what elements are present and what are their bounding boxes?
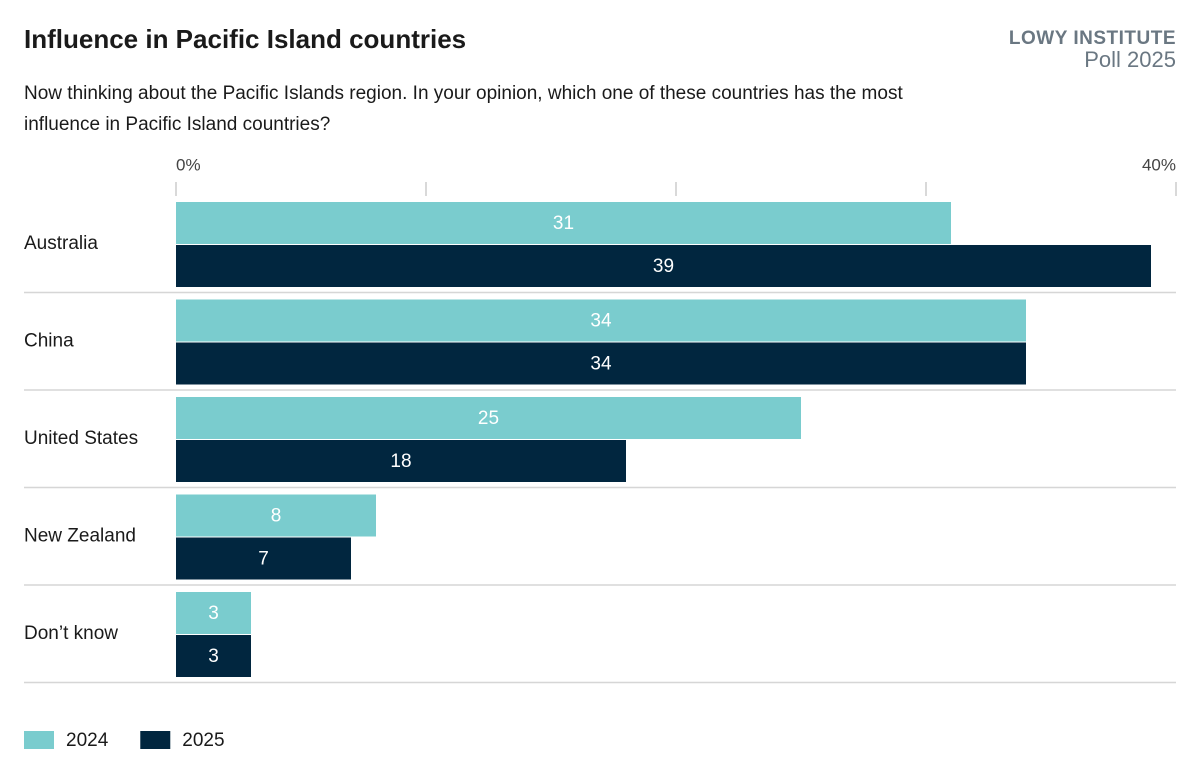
x-tick-label: 40% [1142,155,1176,174]
value-label: 34 [590,354,612,375]
value-label: 31 [553,213,574,234]
legend-label: 2025 [182,730,224,751]
value-label: 7 [258,549,269,570]
brand-edition: Poll 2025 [1084,47,1176,72]
value-label: 3 [208,646,219,667]
legend-swatch [24,731,54,749]
bar [176,592,251,634]
value-label: 34 [590,311,612,332]
value-label: 8 [271,506,282,527]
bar [176,245,1151,287]
bar [176,537,351,580]
legend-swatch [140,731,171,749]
category-label: New Zealand [24,526,136,547]
brand-name: LOWY INSTITUTE [1008,28,1176,49]
bar [176,202,951,244]
bar [176,342,1026,385]
value-label: 39 [653,256,674,277]
legend-label: 2024 [66,730,109,751]
bar [176,440,626,482]
category-label: Don’t know [24,623,118,644]
value-label: 18 [390,451,411,472]
value-label: 3 [208,603,219,624]
chart-subtitle: Now thinking about the Pacific Islands r… [24,83,903,135]
value-label: 25 [478,408,499,429]
bar [176,635,251,677]
bar [176,494,376,537]
category-label: China [24,331,74,352]
bar [176,397,801,439]
bar [176,299,1026,342]
category-label: Australia [24,233,98,254]
chart-title: Influence in Pacific Island countries [24,24,467,54]
x-tick-label: 0% [176,155,201,174]
category-label: United States [24,428,138,449]
